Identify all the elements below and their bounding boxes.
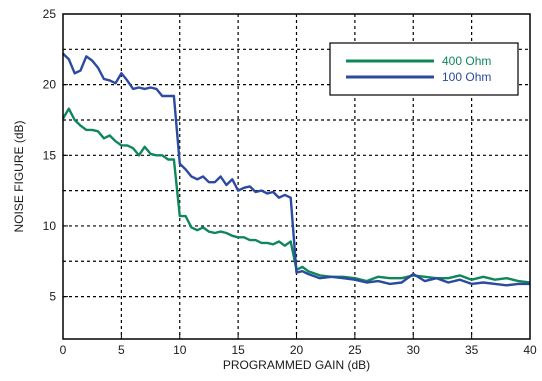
y-axis-title: NOISE FIGURE (dB) [12,120,26,232]
x-tick-label-10: 10 [173,343,187,357]
y-tick-label-10: 10 [43,219,57,233]
x-tick-label-5: 5 [118,343,125,357]
x-tick-label-40: 40 [523,343,537,357]
y-tick-label-20: 20 [43,78,57,92]
series-line-100-ohm [62,52,530,287]
y-tick-label-25: 25 [43,7,57,21]
y-tick-label-15: 15 [43,148,57,162]
tick-labels: 0 5 10 15 20 25 30 35 40 5 10 15 20 25 [43,7,537,357]
x-tick-label-25: 25 [348,343,362,357]
x-axis-title: PROGRAMMED GAIN (dB) [223,358,370,372]
x-tick-label-15: 15 [231,343,245,357]
x-tick-label-0: 0 [60,343,67,357]
x-tick-label-30: 30 [407,343,421,357]
legend-label-400-ohm: 400 Ohm [442,54,491,68]
x-tick-label-20: 20 [290,343,304,357]
legend: 400 Ohm 100 Ohm [329,42,519,96]
legend-box [329,42,519,96]
tick-marks [62,13,531,339]
y-tick-label-5: 5 [49,290,56,304]
series-layer [61,52,531,287]
legend-label-100-ohm: 100 Ohm [442,70,491,84]
x-tick-label-35: 35 [465,343,479,357]
